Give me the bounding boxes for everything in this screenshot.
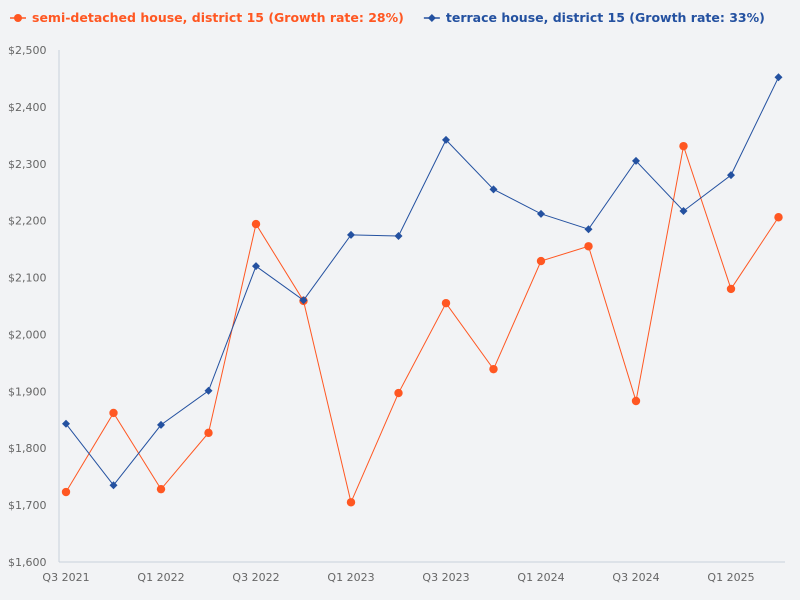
legend-marker-diamond (427, 14, 436, 22)
data-point (347, 230, 355, 239)
data-point (726, 284, 736, 294)
series-1 (62, 73, 783, 490)
data-point (679, 206, 688, 215)
legend-item: semi-detached house, district 15 (Growth… (10, 10, 404, 25)
data-point (679, 141, 688, 151)
y-tick-label: $2,400 (8, 101, 47, 114)
data-point (62, 419, 70, 428)
y-tick-label: $2,500 (8, 44, 47, 57)
data-point (204, 428, 213, 438)
data-point (157, 420, 165, 429)
data-point (394, 388, 403, 398)
legend: semi-detached house, district 15 (Growth… (10, 10, 765, 25)
data-point (442, 135, 450, 144)
x-tick-label: Q1 2022 (137, 571, 184, 584)
legend-marker-circle (14, 14, 22, 22)
y-tick-label: $2,200 (8, 215, 47, 228)
data-point (774, 213, 783, 222)
x-tick-label: Q1 2023 (327, 571, 374, 584)
data-point (394, 232, 403, 241)
legend-label: terrace house, district 15 (Growth rate:… (446, 10, 765, 25)
series-line (65, 144, 779, 504)
data-point (631, 396, 641, 406)
data-point (489, 364, 498, 374)
data-point (252, 262, 260, 271)
data-point (346, 498, 356, 507)
y-tick-label: $1,700 (8, 499, 47, 512)
data-point (109, 481, 118, 490)
data-point (774, 73, 783, 82)
x-tick-label: Q3 2024 (612, 571, 659, 584)
legend-item: terrace house, district 15 (Growth rate:… (423, 10, 765, 25)
data-point (584, 225, 593, 234)
y-axis: $1,600 $1,700 $1,800 $1,900 $2,000 $2,100 $2,2… (8, 44, 60, 569)
data-point (537, 209, 545, 218)
data-point (204, 386, 213, 395)
legend-label: semi-detached house, district 15 (Growth… (32, 10, 404, 25)
x-tick-label: Q3 2023 (422, 571, 469, 584)
data-point (584, 242, 593, 251)
x-axis: Q3 2021 Q1 2022 Q3 2022 Q1 2023 Q3 2023 Q1 20… (42, 561, 785, 584)
y-tick-label: $1,800 (8, 442, 47, 455)
x-tick-label: Q3 2022 (232, 571, 279, 584)
series-line (65, 77, 779, 487)
data-point (156, 484, 166, 494)
data-point (536, 256, 546, 266)
data-point (441, 298, 451, 308)
y-tick-label: $1,600 (8, 556, 47, 569)
data-point (109, 408, 118, 418)
y-tick-label: $2,000 (8, 328, 47, 341)
data-point (251, 219, 261, 229)
data-point (727, 171, 735, 180)
data-point (61, 487, 71, 497)
y-tick-label: $2,100 (8, 272, 47, 285)
data-point (632, 156, 640, 165)
plot-area (61, 73, 783, 507)
x-tick-label: Q1 2024 (517, 571, 564, 584)
y-tick-label: $2,300 (8, 158, 47, 171)
series-0 (61, 141, 783, 507)
x-tick-label: Q1 2025 (707, 571, 754, 584)
data-point (489, 185, 498, 194)
x-tick-label: Q3 2021 (42, 571, 89, 584)
y-tick-label: $1,900 (8, 385, 47, 398)
data-point (299, 296, 308, 305)
